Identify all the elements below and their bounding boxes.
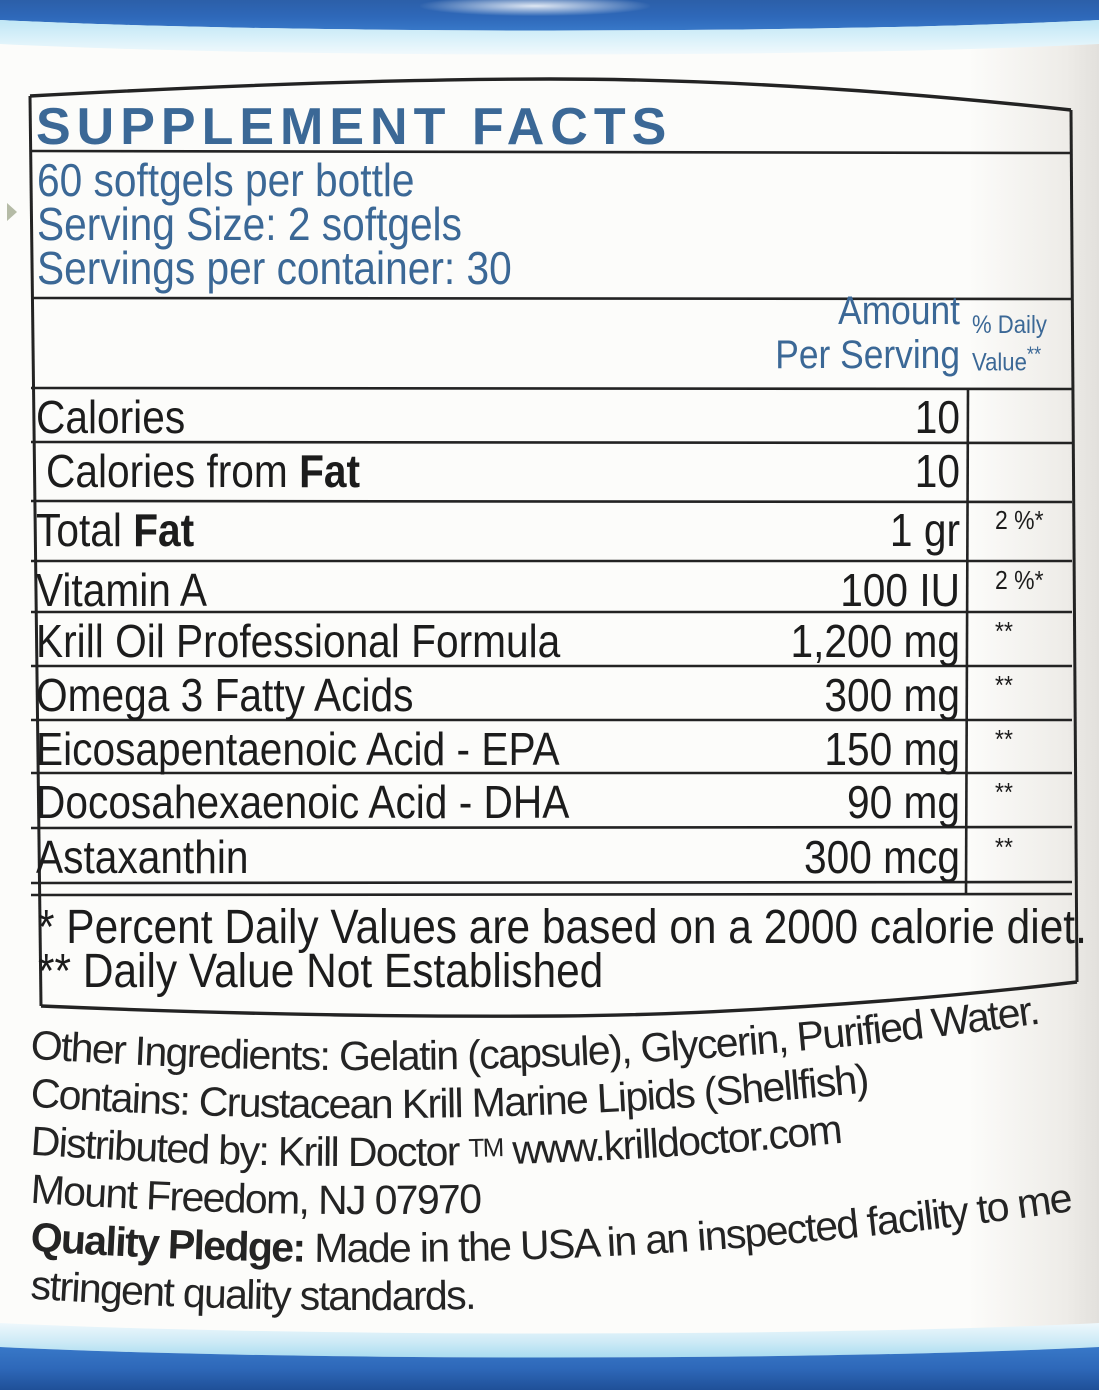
svg-text:Other Ingredients: Gelatin (ca: Other Ingredients: Gelatin (capsule), Gl… xyxy=(29,987,1041,1079)
